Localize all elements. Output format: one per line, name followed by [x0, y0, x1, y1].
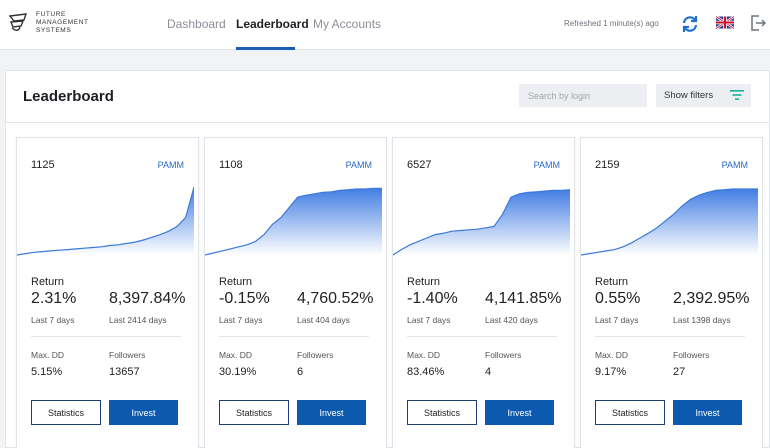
account-card: 1125 PAMM Return 2.31% 8,397.84% Last 7 … — [16, 137, 199, 448]
statistics-button[interactable]: Statistics — [219, 400, 289, 425]
account-id: 1108 — [219, 159, 243, 171]
invest-button[interactable]: Invest — [297, 400, 366, 425]
return-chart — [393, 189, 570, 256]
chart-line — [393, 189, 570, 256]
logo[interactable]: FUTURE MANAGEMENT SYSTEMS — [8, 10, 108, 38]
logo-text: FUTURE MANAGEMENT SYSTEMS — [36, 11, 89, 35]
chart-line — [205, 187, 382, 256]
followers-value: 4 — [485, 366, 492, 378]
logout-icon[interactable] — [750, 14, 766, 32]
followers-label: Followers — [297, 350, 334, 360]
account-type: PAMM — [345, 160, 372, 170]
return-all-time: 2,392.95% — [673, 290, 750, 307]
return-all-time-label: Last 420 days — [485, 315, 538, 325]
uk-flag-icon[interactable] — [716, 16, 734, 29]
card-divider — [407, 336, 557, 337]
followers-label: Followers — [485, 350, 522, 360]
max-dd-label: Max. DD — [219, 350, 253, 360]
chart-line — [17, 186, 194, 256]
account-card: 2159 PAMM Return 0.55% 2,392.95% Last 7 … — [580, 137, 763, 448]
account-id: 2159 — [595, 159, 620, 171]
max-dd-label: Max. DD — [31, 350, 65, 360]
return-label: Return — [219, 276, 253, 288]
nav-my-accounts[interactable]: My Accounts — [313, 17, 382, 31]
followers-label: Followers — [109, 350, 146, 360]
account-id: 1125 — [31, 159, 55, 171]
max-dd-value: 9.17% — [595, 366, 627, 378]
filter-icon — [730, 90, 744, 100]
return-all-time-label: Last 404 days — [297, 315, 350, 325]
logo-line: SYSTEMS — [36, 27, 72, 34]
invest-button[interactable]: Invest — [485, 400, 554, 425]
chart-area — [393, 189, 570, 255]
return-all-time-label: Last 1398 days — [673, 315, 731, 325]
return-all-time: 4,141.85% — [485, 290, 562, 307]
return-7-days-label: Last 7 days — [219, 315, 263, 325]
show-filters-button[interactable]: Show filters — [656, 84, 751, 107]
max-dd-value: 83.46% — [407, 366, 445, 378]
account-type: PAMM — [533, 160, 560, 170]
return-7-days: -1.40% — [407, 290, 458, 307]
invest-button[interactable]: Invest — [109, 400, 178, 425]
top-navigation-bar: FUTURE MANAGEMENT SYSTEMS Dashboard Lead… — [0, 0, 770, 50]
account-type: PAMM — [157, 160, 184, 170]
return-chart — [17, 186, 194, 256]
account-card: 6527 PAMM Return -1.40% 4,141.85% Last 7… — [392, 137, 575, 448]
search-input[interactable] — [519, 84, 647, 107]
account-type: PAMM — [721, 160, 748, 170]
fms-logo-icon — [8, 13, 28, 31]
return-chart — [205, 187, 382, 256]
nav-dashboard[interactable]: Dashboard — [167, 17, 226, 31]
invest-button[interactable]: Invest — [673, 400, 742, 425]
account-id: 6527 — [407, 159, 432, 171]
leaderboard-header: Leaderboard Show filters — [6, 71, 770, 123]
return-all-time: 8,397.84% — [109, 290, 186, 307]
return-all-time-label: Last 2414 days — [109, 315, 167, 325]
return-chart — [581, 188, 758, 256]
followers-value: 6 — [297, 366, 304, 378]
return-7-days: 0.55% — [595, 290, 641, 307]
card-divider — [219, 336, 369, 337]
max-dd-value: 5.15% — [31, 366, 63, 378]
refresh-icon[interactable] — [680, 14, 700, 34]
logo-line: FUTURE — [36, 11, 66, 18]
return-label: Return — [407, 276, 441, 288]
chart-line — [581, 188, 758, 256]
active-tab-indicator — [236, 47, 295, 50]
return-all-time: 4,760.52% — [297, 290, 374, 307]
page-title: Leaderboard — [23, 88, 114, 105]
card-divider — [595, 336, 745, 337]
return-7-days-label: Last 7 days — [407, 315, 451, 325]
statistics-button[interactable]: Statistics — [407, 400, 477, 425]
nav-leaderboard[interactable]: Leaderboard — [236, 17, 309, 31]
refresh-status: Refreshed 1 minute(s) ago — [564, 19, 659, 28]
statistics-button[interactable]: Statistics — [31, 400, 101, 425]
followers-label: Followers — [673, 350, 710, 360]
return-7-days: 2.31% — [31, 290, 77, 307]
show-filters-label: Show filters — [664, 90, 714, 101]
chart-area — [205, 188, 382, 255]
followers-value: 27 — [673, 366, 686, 378]
card-divider — [31, 336, 181, 337]
chart-area — [581, 189, 758, 255]
return-7-days-label: Last 7 days — [31, 315, 75, 325]
statistics-button[interactable]: Statistics — [595, 400, 665, 425]
return-7-days: -0.15% — [219, 290, 270, 307]
max-dd-label: Max. DD — [407, 350, 441, 360]
followers-value: 13657 — [109, 366, 140, 378]
return-label: Return — [595, 276, 629, 288]
max-dd-value: 30.19% — [219, 366, 257, 378]
account-card: 1108 PAMM Return -0.15% 4,760.52% Last 7… — [204, 137, 387, 448]
logo-line: MANAGEMENT — [36, 19, 89, 26]
max-dd-label: Max. DD — [595, 350, 629, 360]
chart-area — [17, 187, 194, 255]
return-label: Return — [31, 276, 65, 288]
return-7-days-label: Last 7 days — [595, 315, 639, 325]
